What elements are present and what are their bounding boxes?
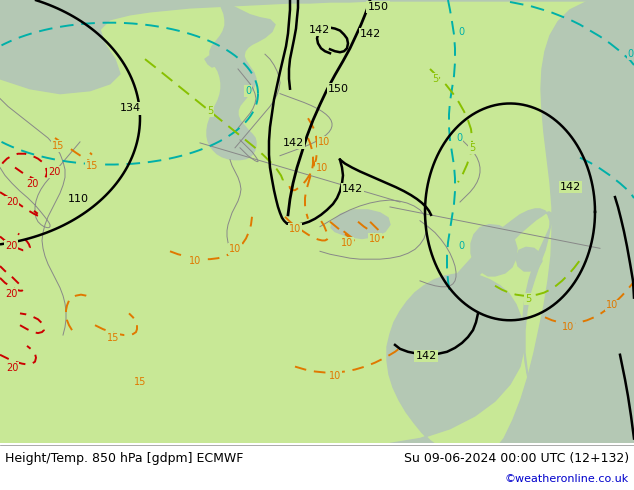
Text: 142: 142 xyxy=(415,351,437,361)
Text: 5: 5 xyxy=(207,106,213,116)
Text: 0: 0 xyxy=(628,49,634,59)
Text: 0: 0 xyxy=(458,242,464,251)
Text: 15: 15 xyxy=(134,377,146,388)
Text: 150: 150 xyxy=(368,2,389,12)
Text: 10: 10 xyxy=(289,223,301,234)
Text: 142: 142 xyxy=(560,182,581,192)
Text: 15: 15 xyxy=(86,161,98,171)
Polygon shape xyxy=(387,274,524,443)
Polygon shape xyxy=(331,210,390,239)
Polygon shape xyxy=(207,0,275,160)
Text: 110: 110 xyxy=(68,194,89,204)
Text: 10: 10 xyxy=(341,239,353,248)
Text: Su 09-06-2024 00:00 UTC (12+132): Su 09-06-2024 00:00 UTC (12+132) xyxy=(404,452,629,465)
Text: 20: 20 xyxy=(5,242,17,251)
Text: Height/Temp. 850 hPa [gdpm] ECMWF: Height/Temp. 850 hPa [gdpm] ECMWF xyxy=(5,452,243,465)
Text: 20: 20 xyxy=(6,197,18,207)
Text: 0: 0 xyxy=(245,86,251,96)
Polygon shape xyxy=(432,0,634,443)
Text: 150: 150 xyxy=(328,84,349,94)
Text: 142: 142 xyxy=(360,29,381,40)
Text: 142: 142 xyxy=(283,138,304,148)
Text: 10: 10 xyxy=(369,234,381,245)
Text: 10: 10 xyxy=(562,322,574,332)
Text: 10: 10 xyxy=(329,371,341,381)
Polygon shape xyxy=(205,56,216,67)
Polygon shape xyxy=(516,247,542,271)
Text: 10: 10 xyxy=(189,256,201,266)
Text: 5: 5 xyxy=(432,74,438,84)
Text: 10: 10 xyxy=(229,245,241,254)
Text: 20: 20 xyxy=(6,363,18,372)
Text: 134: 134 xyxy=(119,103,141,113)
Text: 20: 20 xyxy=(5,289,17,299)
Polygon shape xyxy=(500,0,634,443)
Text: 10: 10 xyxy=(316,163,328,172)
Text: 0: 0 xyxy=(456,133,462,143)
Text: 10: 10 xyxy=(318,137,330,147)
Text: ©weatheronline.co.uk: ©weatheronline.co.uk xyxy=(505,474,629,484)
Text: 10: 10 xyxy=(606,300,618,311)
Text: 5: 5 xyxy=(525,294,531,304)
Text: 20: 20 xyxy=(48,168,60,177)
Text: 5: 5 xyxy=(469,143,475,153)
Text: 15: 15 xyxy=(107,333,119,343)
Polygon shape xyxy=(471,225,517,276)
Text: 15: 15 xyxy=(52,141,64,151)
Text: 0: 0 xyxy=(458,26,464,37)
Text: 142: 142 xyxy=(309,24,330,35)
Polygon shape xyxy=(0,0,634,94)
Text: 20: 20 xyxy=(26,179,38,189)
Text: 142: 142 xyxy=(342,184,363,194)
